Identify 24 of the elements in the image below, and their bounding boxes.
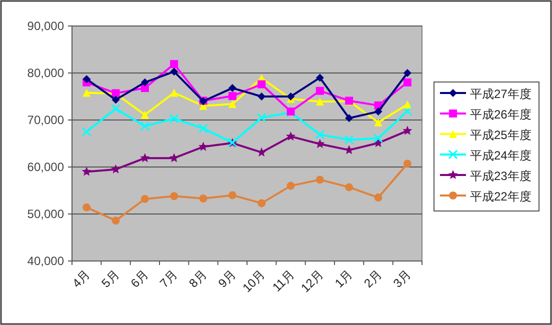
- x-tick-label: 10月: [240, 267, 268, 296]
- y-tick-label: 80,000: [27, 66, 64, 80]
- x-tick-label: 9月: [215, 267, 239, 290]
- x-tick-label: 1月: [332, 267, 356, 290]
- y-tick-label: 40,000: [27, 254, 64, 268]
- x-tick-label: 6月: [128, 267, 152, 290]
- x-tick-label: 12月: [298, 267, 326, 296]
- y-tick-label: 50,000: [27, 207, 64, 221]
- y-tick-label: 60,000: [27, 160, 64, 174]
- legend-label: 平成22年度: [470, 190, 532, 204]
- x-tick-label: 5月: [98, 267, 122, 290]
- x-tick-label: 8月: [186, 267, 210, 290]
- x-tick-label: 2月: [361, 267, 384, 290]
- y-tick-label: 90,000: [27, 19, 64, 33]
- x-tick-label: 11月: [270, 267, 297, 294]
- legend-label: 平成24年度: [470, 148, 532, 162]
- y-tick-label: 70,000: [27, 113, 64, 127]
- legend-label: 平成26年度: [470, 108, 532, 122]
- legend-label: 平成25年度: [470, 128, 532, 142]
- legend-label: 平成27年度: [470, 87, 532, 101]
- x-tick-label: 7月: [157, 267, 180, 290]
- x-tick-label: 3月: [390, 267, 414, 290]
- x-tick-label: 4月: [70, 267, 93, 290]
- legend-label: 平成23年度: [470, 169, 532, 183]
